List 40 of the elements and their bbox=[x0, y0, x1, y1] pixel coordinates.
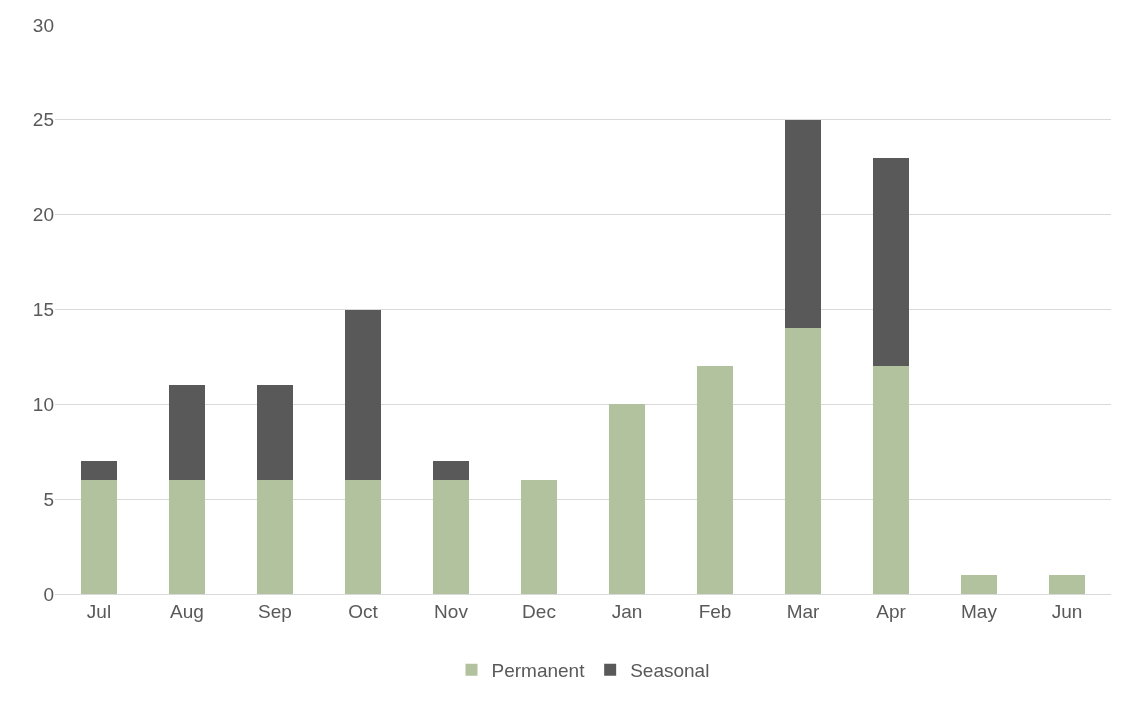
bar bbox=[81, 480, 117, 594]
y-tick-label: 20 bbox=[32, 204, 54, 226]
x-tick-label: Aug bbox=[170, 600, 204, 622]
bar bbox=[873, 366, 909, 594]
x-tick-label: Apr bbox=[876, 600, 907, 622]
x-tick-label: May bbox=[961, 600, 998, 622]
bar bbox=[785, 328, 821, 594]
bar bbox=[169, 480, 205, 594]
x-tick-label: Jan bbox=[611, 600, 643, 622]
bar bbox=[1049, 575, 1085, 594]
x-tick-label: Sep bbox=[258, 600, 292, 622]
y-tick-label: 15 bbox=[32, 299, 54, 321]
bar bbox=[433, 461, 469, 481]
bar bbox=[169, 385, 205, 481]
x-tick-label: Dec bbox=[522, 600, 556, 622]
bar bbox=[433, 480, 469, 594]
bar bbox=[785, 119, 821, 329]
x-tick-label: Nov bbox=[434, 600, 469, 622]
y-tick-label: 10 bbox=[32, 393, 54, 415]
x-tick-label: Jul bbox=[86, 600, 112, 622]
bar bbox=[961, 575, 997, 594]
bar bbox=[257, 385, 293, 481]
y-tick-label: 25 bbox=[32, 109, 54, 131]
bar bbox=[521, 480, 557, 594]
x-tick-label: Jun bbox=[1051, 600, 1083, 622]
bar bbox=[345, 309, 381, 481]
legend-label: Permanent bbox=[491, 660, 586, 682]
y-tick-label: 30 bbox=[32, 14, 54, 36]
bar bbox=[257, 480, 293, 594]
legend-label: Seasonal bbox=[630, 660, 710, 682]
bar bbox=[873, 157, 909, 367]
x-tick-label: Oct bbox=[348, 600, 379, 622]
y-tick-label: 0 bbox=[43, 583, 54, 605]
bar bbox=[345, 480, 381, 594]
bar bbox=[81, 461, 117, 481]
x-tick-label: Feb bbox=[698, 600, 732, 622]
bar bbox=[697, 366, 733, 594]
bar bbox=[609, 404, 645, 594]
x-tick-label: Mar bbox=[786, 600, 821, 622]
y-tick-label: 5 bbox=[43, 488, 54, 510]
